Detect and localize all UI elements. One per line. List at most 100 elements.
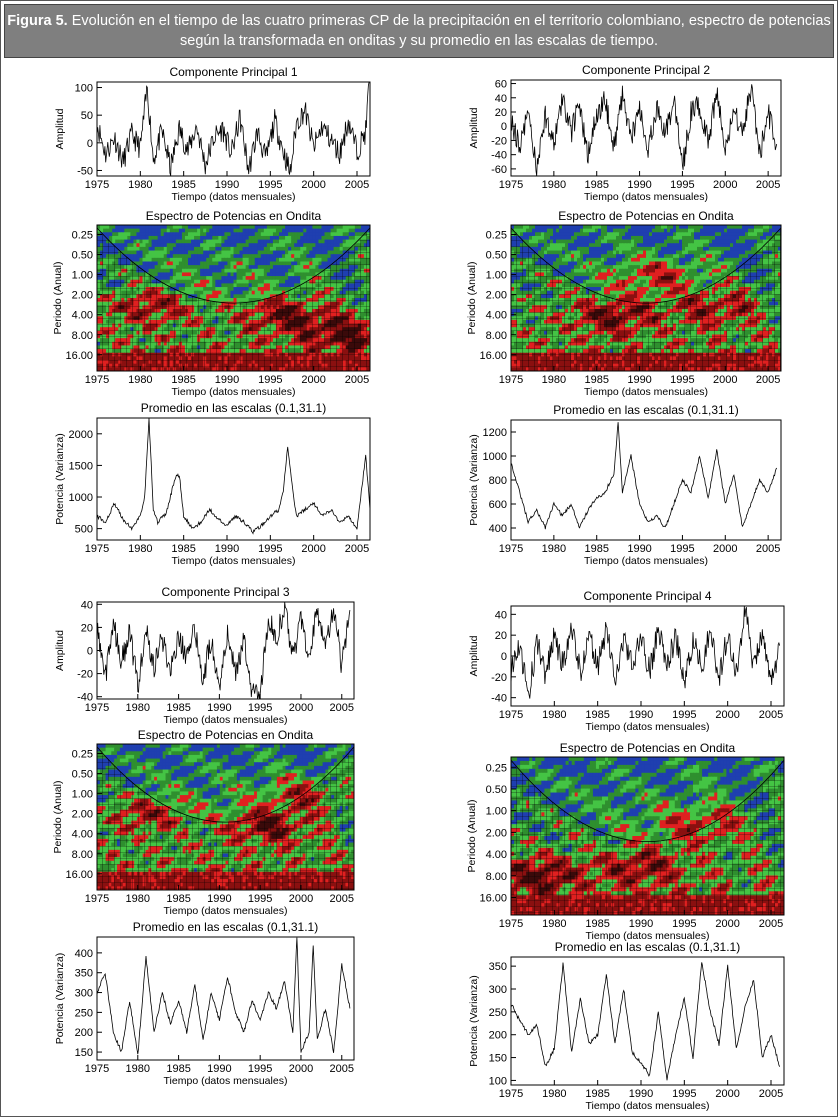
- cp2_wavelet-cell: [562, 265, 566, 270]
- cp2_wavelet-cell: [634, 261, 638, 266]
- cp1_wavelet-cell: [257, 268, 262, 274]
- cp2_wavelet-cell: [541, 254, 545, 259]
- cp2_wavelet-cell: [643, 257, 647, 263]
- cp2_wavelet-cell: [643, 235, 647, 241]
- cp1_wavelet-cell: [242, 235, 247, 241]
- cp1_wavelet-cell: [260, 283, 265, 288]
- cp1_wavelet-cell: [188, 225, 192, 230]
- cp1_wavelet-cell: [306, 225, 310, 230]
- cp1_wavelet-cell: [184, 243, 189, 248]
- cp2_wavelet-cell: [586, 246, 590, 252]
- cp1_wavelet-cell: [251, 254, 256, 259]
- cp2_wavelet-cell: [640, 257, 644, 263]
- cp2_wavelet-cell: [718, 265, 722, 270]
- cp1_wavelet-cell: [233, 276, 238, 281]
- cp2_wavelet-cell: [535, 246, 539, 252]
- cp1_wavelet-cell: [154, 272, 159, 277]
- cp1_wavelet-cell: [306, 265, 310, 270]
- cp1_wavelet-plot-frame: [96, 224, 371, 372]
- cp2_wavelet-cell: [595, 243, 599, 248]
- cp1_wavelet-cell: [245, 225, 250, 230]
- cp1_wavelet-cell: [263, 239, 268, 244]
- cp2_wavelet-cell: [550, 243, 554, 248]
- cp2_wavelet-cell: [706, 235, 710, 241]
- cp2_wavelet-cell: [613, 225, 617, 230]
- cp2_wavelet-cell: [595, 250, 599, 255]
- cp1_wavelet-cell: [288, 243, 292, 248]
- cp2_wavelet-cell: [625, 257, 629, 263]
- cp1_wavelet-cell: [345, 225, 350, 230]
- cp1_series-xtick-label: 1990: [215, 179, 239, 191]
- cp1_wavelet-cell: [145, 228, 150, 233]
- cp1_wavelet-cell: [266, 232, 271, 237]
- cp2_wavelet-cell: [628, 225, 632, 230]
- cp1_wavelet-cell: [157, 257, 162, 263]
- cp1_wavelet-cell: [263, 257, 268, 263]
- cp1_wavelet-cell: [248, 272, 253, 277]
- cp2_wavelet-cell: [610, 254, 614, 259]
- cp1_wavelet-cell: [327, 246, 332, 252]
- cp1_wavelet-cell: [224, 261, 229, 266]
- cp2_wavelet-cell: [607, 268, 611, 274]
- cp1_wavelet-cell: [269, 243, 274, 248]
- cp1_wavelet-cell: [251, 298, 256, 303]
- cp1_wavelet-cell: [130, 239, 134, 244]
- cp1_wavelet-cell: [227, 298, 232, 303]
- cp1_wavelet-cell: [309, 239, 313, 244]
- cp2_wavelet-cell: [745, 246, 749, 252]
- cp2_wavelet-cell: [571, 239, 575, 244]
- cp2_wavelet-cell: [547, 239, 551, 244]
- cp2_wavelet-cell: [682, 228, 686, 233]
- cp1_wavelet-cell: [339, 235, 344, 241]
- cp2_wavelet-cell: [655, 246, 659, 252]
- cp1_wavelet-cell: [103, 232, 107, 237]
- cp2_wavelet-cell: [577, 228, 581, 233]
- cp1_wavelet-cell: [148, 243, 153, 248]
- cp1_wavelet-cell: [291, 276, 295, 281]
- cp1_wavelet-cell: [151, 268, 156, 274]
- cp1_wavelet-cell: [157, 232, 162, 237]
- cp1_wavelet-cell: [236, 246, 241, 252]
- cp2_wavelet-cell: [637, 261, 641, 266]
- cp2_wavelet-cell: [718, 246, 722, 252]
- cp1_wavelet-cell: [282, 276, 286, 281]
- cp1_wavelet-cell: [300, 228, 304, 233]
- cp1_wavelet-cell: [345, 228, 350, 233]
- cp2_wavelet-cell: [607, 225, 611, 230]
- cp1_wavelet-cell: [172, 232, 177, 237]
- cp2_wavelet-cell: [751, 239, 755, 244]
- cp2_wavelet-cell: [748, 254, 752, 259]
- cp1_wavelet-cell: [345, 239, 350, 244]
- cp2_wavelet-cell: [721, 232, 725, 237]
- cp2_wavelet-cell: [571, 246, 575, 252]
- cp2_wavelet-cell: [739, 257, 743, 263]
- cp2_wavelet-cell: [724, 272, 728, 277]
- cp1_wavelet-cell: [257, 254, 262, 259]
- cp1_wavelet-cell: [184, 246, 189, 252]
- cp1_wavelet-cell: [288, 250, 292, 255]
- cp1_wavelet-cell: [133, 246, 138, 252]
- cp1_wavelet-cell: [269, 232, 274, 237]
- cp1_wavelet-cell: [257, 225, 262, 230]
- cp1_wavelet-cell: [297, 232, 301, 237]
- cp1_wavelet-cell: [336, 250, 341, 255]
- cp2_wavelet-cell: [721, 225, 725, 230]
- cp2_wavelet-cell: [715, 235, 719, 241]
- cp1_series-xtick-label: 1995: [258, 179, 282, 191]
- cp1_wavelet-cell: [303, 276, 307, 281]
- cp1_wavelet-cell: [230, 239, 235, 244]
- cp2_wavelet-cell: [607, 246, 611, 252]
- cp2_wavelet-cell: [640, 235, 644, 241]
- cp1_wavelet-cell: [291, 243, 295, 248]
- cp1_wavelet-cell: [351, 239, 356, 244]
- cp1_wavelet-cell: [227, 228, 232, 233]
- cp1_wavelet-cell: [294, 243, 298, 248]
- cp2_wavelet-cell: [697, 243, 701, 248]
- cp2_wavelet-cell: [718, 257, 722, 263]
- cp2_wavelet-cell: [580, 243, 584, 248]
- cp1_wavelet-cell: [297, 265, 301, 270]
- cp2_wavelet-cell: [535, 250, 539, 255]
- cp1_wavelet-cell: [233, 243, 238, 248]
- cp1_wavelet-cell: [221, 239, 225, 244]
- cp1_wavelet-cell: [282, 287, 286, 292]
